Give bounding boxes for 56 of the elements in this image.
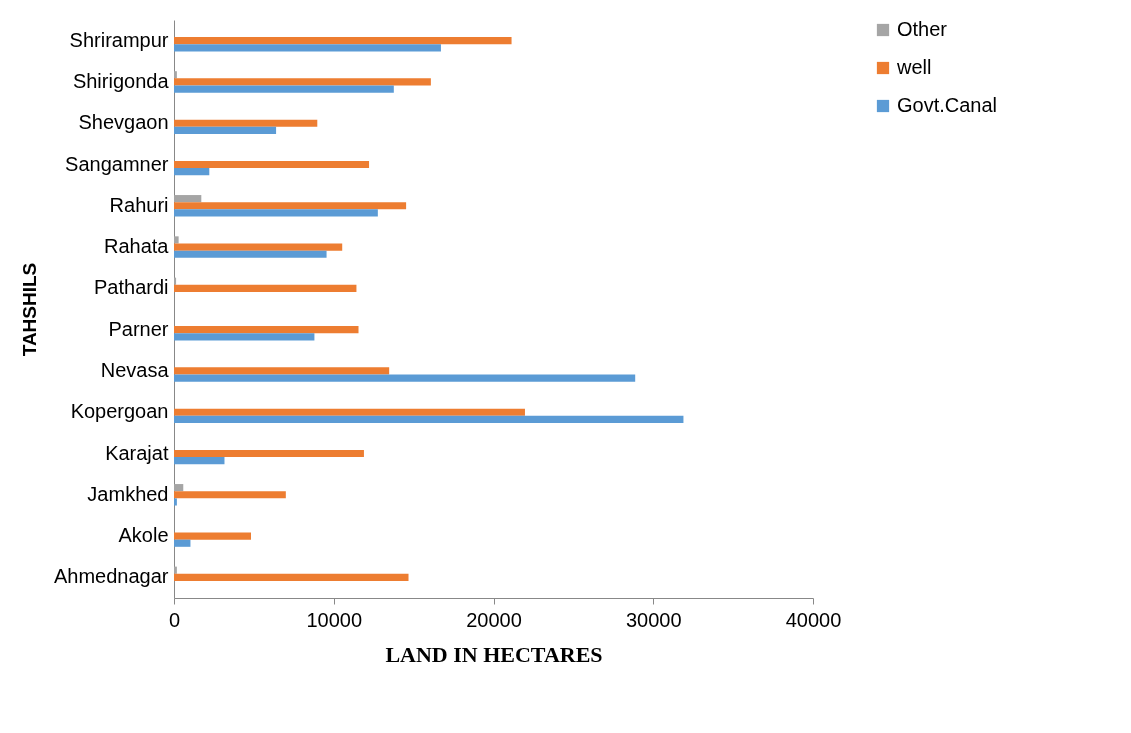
bar [174,484,184,492]
y-axis-title: TAHSHILS [18,262,40,357]
bar [174,498,177,506]
bar [174,284,357,292]
bar [174,449,364,458]
bar [174,202,407,210]
bar [174,209,378,217]
y-tick-label: Sangamner [65,152,169,175]
y-tick-label: Rahata [104,235,170,258]
bar [174,566,177,574]
x-tick-label: 0 [168,608,181,631]
y-tick-label: Shrirampur [69,28,169,51]
legend-label: well [896,56,932,78]
legend-label: Other [897,18,948,40]
y-tick-label: Akole [118,524,169,547]
bar [174,85,394,93]
bar [174,367,390,375]
bar [174,457,225,465]
y-tick-label: Shevgaon [78,111,169,134]
bar [174,126,277,134]
y-tick-label: Rahuri [109,193,169,216]
bar [174,37,512,45]
bar [174,333,315,341]
bar [174,408,525,416]
y-tick-label: Pathardi [94,276,169,299]
bar [174,236,179,244]
bar [174,160,370,169]
y-tick-label: Karajat [105,441,169,464]
x-tick-label: 30000 [625,608,682,631]
bar [174,539,191,547]
bar [174,374,636,382]
bar [174,78,431,86]
bar [174,326,359,334]
y-tick-label: Kopergoan [70,400,169,423]
bar [174,277,177,285]
x-tick-label: 10000 [306,608,363,631]
bar [174,415,684,423]
y-tick-label: Ahmednagar [53,565,169,588]
y-tick-label: Shirigonda [72,69,170,92]
x-tick-label: 40000 [785,608,842,631]
bar [174,119,318,127]
y-tick-label: Jamkhed [87,482,169,505]
legend-label: Govt.Canal [897,94,998,116]
bar [174,532,251,540]
bar [174,71,177,79]
x-tick-label: 20000 [466,608,522,631]
bar [174,250,327,258]
bar [174,243,343,251]
bar [174,168,210,176]
bar [174,195,202,203]
y-tick-label: Parner [108,317,169,340]
x-axis-title: LAND IN HECTARES [385,641,603,667]
bar [174,573,409,581]
bar [174,491,286,499]
bar [174,44,441,52]
y-tick-label: Nevasa [100,358,170,381]
